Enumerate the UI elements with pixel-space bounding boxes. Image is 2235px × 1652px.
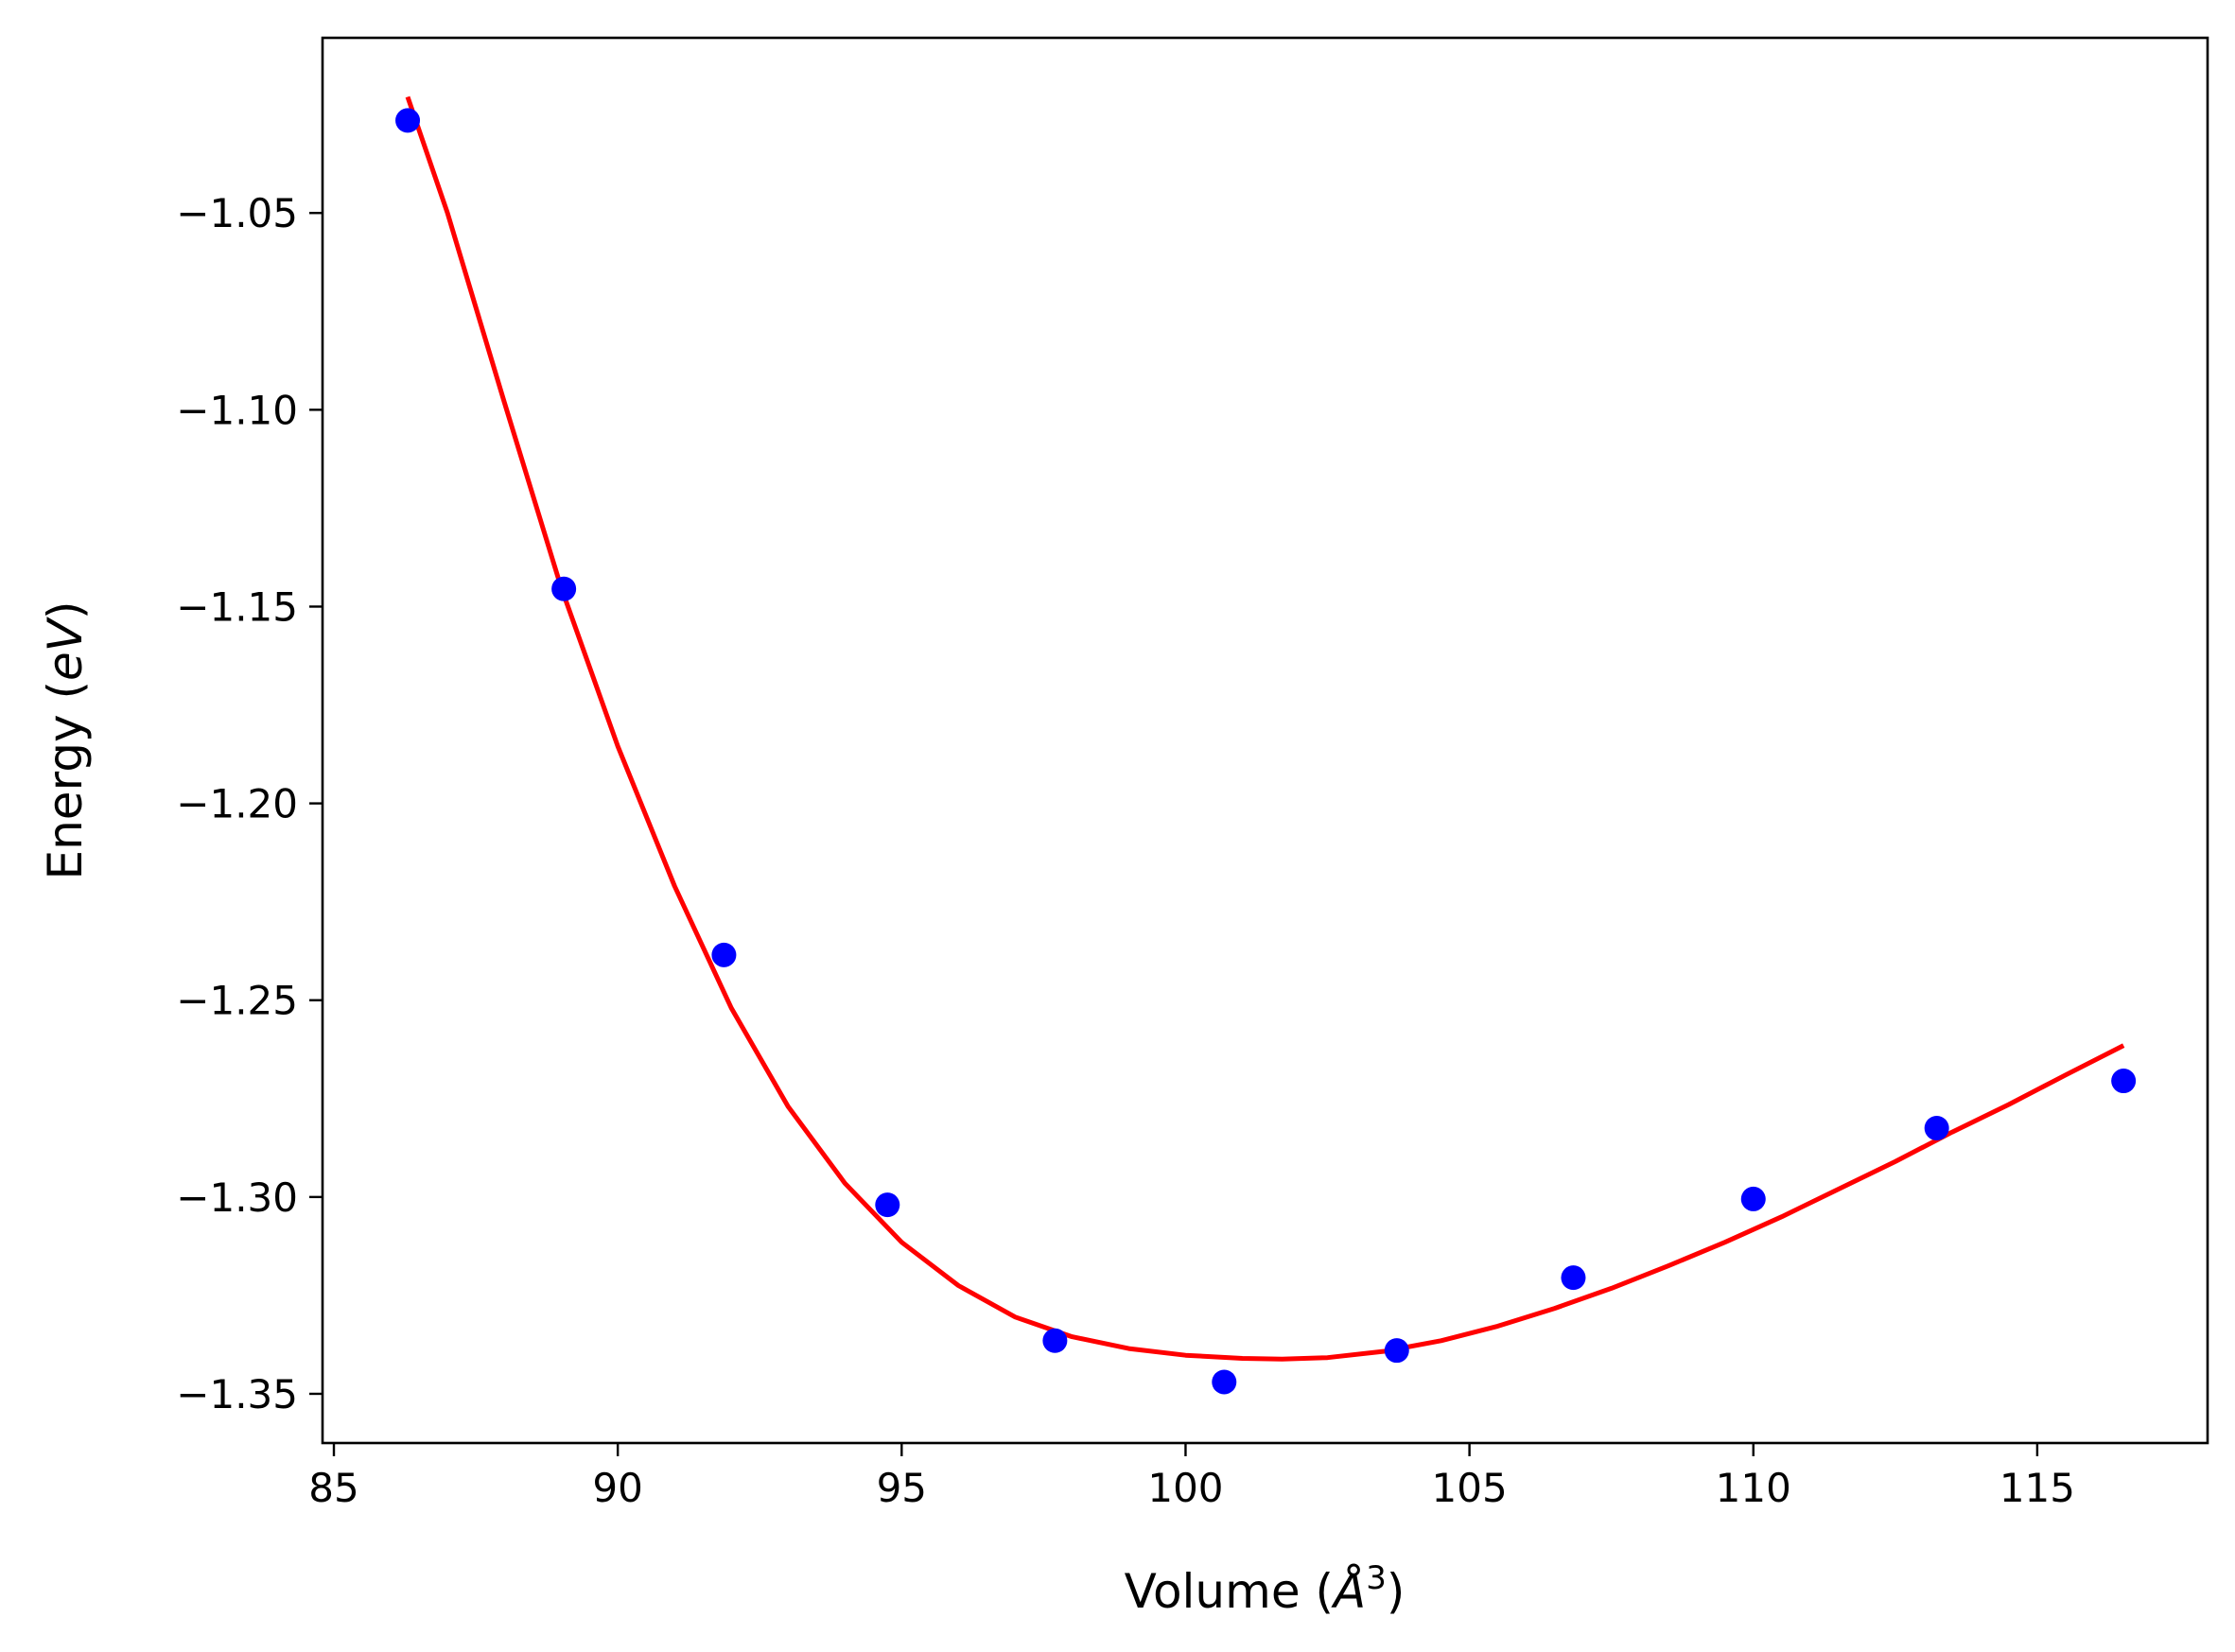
y-axis-ticks: −1.35 −1.30 −1.25 −1.20 −1.15 −1.10 −1.05 xyxy=(176,190,323,1417)
x-tick-label: 85 xyxy=(308,1465,358,1511)
data-point xyxy=(711,942,737,967)
plot-frame xyxy=(321,36,2209,1445)
y-tick-label: −1.25 xyxy=(176,978,298,1024)
x-tick-label: 90 xyxy=(592,1465,642,1511)
data-point xyxy=(1212,1369,1237,1395)
y-tick-label: −1.10 xyxy=(176,387,298,433)
y-tick-label: −1.20 xyxy=(176,781,298,827)
y-axis-label: Energy (eV) xyxy=(38,601,93,880)
data-point xyxy=(875,1192,900,1218)
data-point xyxy=(551,576,577,601)
y-tick-label: −1.30 xyxy=(176,1174,298,1221)
y-tick-label: −1.15 xyxy=(176,583,298,630)
x-axis-ticks: 85 90 95 100 105 110 115 xyxy=(308,1443,2075,1511)
x-tick-label: 95 xyxy=(877,1465,927,1511)
data-point xyxy=(395,108,421,133)
fit-curve xyxy=(405,96,2125,1362)
x-tick-label: 105 xyxy=(1432,1465,1508,1511)
x-tick-label: 115 xyxy=(1999,1465,2075,1511)
data-point xyxy=(1924,1116,1949,1141)
data-point xyxy=(1561,1265,1586,1291)
y-tick-label: −1.05 xyxy=(176,190,298,236)
series-layer xyxy=(395,96,2137,1395)
data-point xyxy=(2111,1069,2137,1094)
data-point xyxy=(1740,1186,1766,1211)
data-point xyxy=(1384,1338,1409,1364)
x-tick-label: 100 xyxy=(1147,1465,1223,1511)
y-tick-label: −1.35 xyxy=(176,1371,298,1417)
x-axis-label: Volume (Å3) xyxy=(1125,1559,1406,1619)
x-tick-label: 110 xyxy=(1716,1465,1791,1511)
data-point xyxy=(1042,1328,1068,1353)
